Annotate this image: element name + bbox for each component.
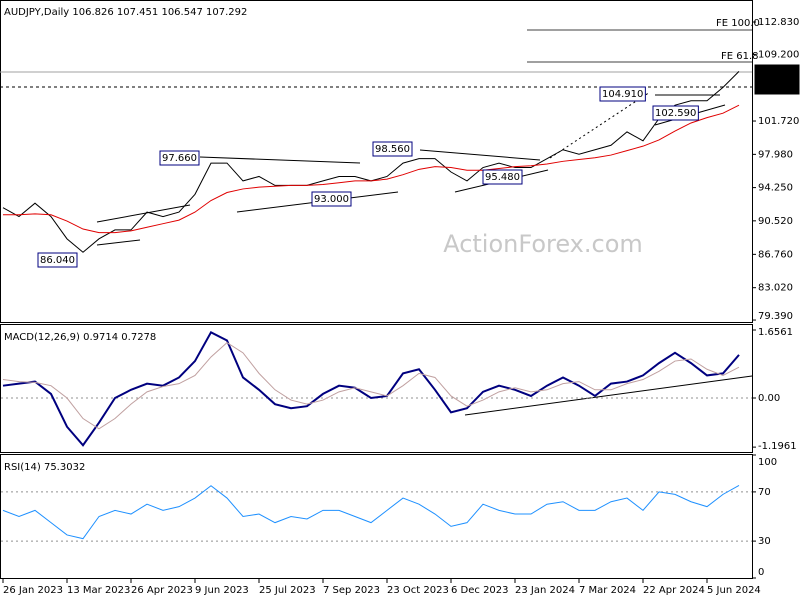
y-tick-label: 30 [758,536,771,547]
annotation-box [372,141,413,157]
panel-title: RSI(14) 75.3032 [4,462,85,473]
annotation-box [754,64,800,80]
x-tick-label: 6 Dec 2023 [451,585,509,596]
annotation-box [159,150,200,166]
x-tick-label: 25 Jul 2023 [259,585,316,596]
annotation: 95.480 [482,169,523,185]
x-tick-label: 13 Mar 2023 [67,585,130,596]
annotation-label: 104.910 [602,89,643,100]
trend-line [419,149,541,161]
y-tick-label: 70 [758,487,771,498]
series-line [3,104,740,234]
y-tick-label: -1.1961 [758,441,797,452]
trend-line [199,156,361,164]
annotation-label: 95.480 [485,172,520,183]
annotation-label: 105.570 [757,82,798,93]
y-tick-label: 94.250 [758,183,793,194]
annotation-label: 97.660 [162,153,197,164]
frames [0,0,753,579]
rsi-frame [0,454,753,579]
price-frame [0,0,753,323]
annotation-box [482,169,523,185]
annotation: FE 61.8 [721,51,759,62]
macd-frame [0,324,753,453]
series-line [2,341,740,430]
panel-title: MACD(12,26,9) 0.9714 0.7278 [4,332,156,343]
macd-trend-line [464,375,753,416]
x-tick-label: 7 Mar 2024 [579,585,636,596]
annotation-label: 86.040 [40,255,75,266]
y-tick-label: 109.200 [758,49,799,60]
series-line [2,484,740,540]
watermark: ActionForex.com [443,230,643,258]
y-tick-label: 101.720 [758,116,799,127]
annotation: 97.660 [159,150,200,166]
y-tick-label: 100 [758,457,777,468]
y-tick-label: 90.520 [758,216,793,227]
annotation: 98.560 [372,141,413,157]
trend-line [96,239,141,246]
annotation-box [311,191,352,207]
annotation-label: 102.590 [655,108,696,119]
annotation: 104.910 [599,86,646,102]
annotation-label: 107.292 [757,67,798,78]
panel-title: AUDJPY,Daily 106.826 107.451 106.547 107… [4,7,247,18]
annotation-box [754,79,800,95]
annotation-label: 93.000 [314,194,349,205]
x-tick-label: 26 Apr 2023 [131,585,193,596]
annotation-label: FE 61.8 [721,51,759,62]
y-tick-label: 0 [758,567,764,578]
annotation: 107.292 [754,64,800,80]
annotation: FE 100.0 [716,18,760,29]
trend-line [96,204,191,223]
x-tick-label: 9 Jun 2023 [195,585,249,596]
annotation-box [652,105,699,121]
annotation-box [599,86,646,102]
y-tick-label: 1.6561 [758,327,793,338]
annotation-label: FE 100.0 [716,18,760,29]
annotation: 105.570 [754,79,800,95]
y-tick-label: 0.00 [758,393,780,404]
annotation: 102.590 [652,105,699,121]
x-tick-label: 22 Apr 2024 [643,585,705,596]
y-tick-label: 112.830 [758,17,799,28]
annotation-label: 98.560 [375,144,410,155]
x-tick-label: 23 Jan 2024 [515,585,575,596]
x-tick-label: 5 Jun 2024 [707,585,761,596]
y-tick-label: 97.980 [758,149,793,160]
x-tick-label: 26 Jan 2023 [3,585,63,596]
annotation-box [37,252,78,268]
x-tick-label: 7 Sep 2023 [323,585,380,596]
y-tick-label: 79.390 [758,311,793,322]
series-line [2,330,740,447]
x-tick-label: 23 Oct 2023 [387,585,449,596]
annotation: 86.040 [37,252,78,268]
y-tick-label: 86.760 [758,249,793,260]
y-tick-label: 83.020 [758,283,793,294]
annotation: 93.000 [311,191,352,207]
